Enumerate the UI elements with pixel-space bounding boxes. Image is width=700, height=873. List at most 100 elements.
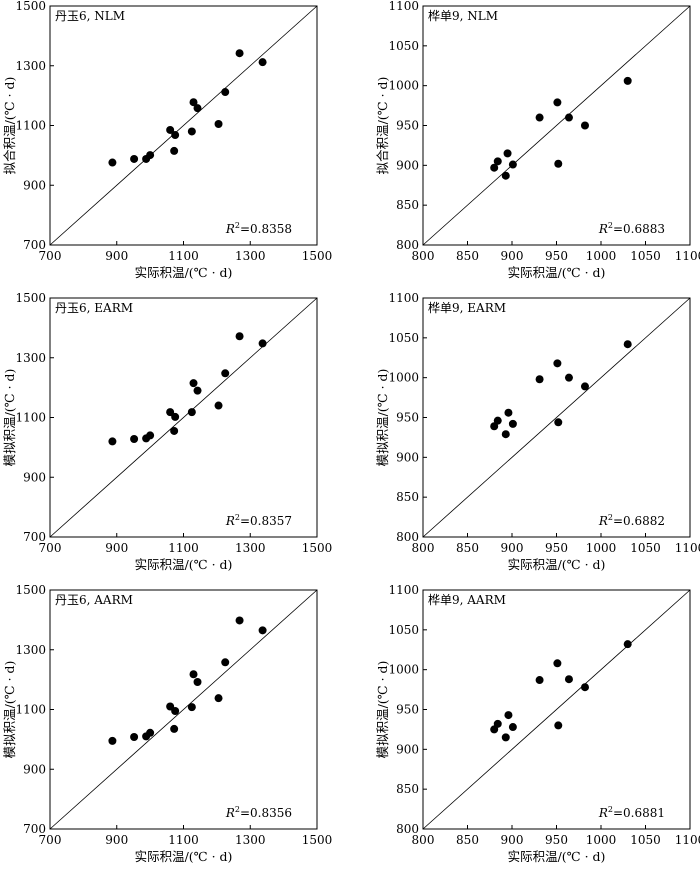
panel-label: 丹玉6, NLM	[55, 9, 125, 23]
data-point	[501, 430, 510, 439]
y-axis-title: 模拟积温/(℃ · d)	[375, 661, 390, 759]
y-tick-label: 1100	[388, 583, 419, 597]
x-tick-label: 1000	[586, 833, 617, 847]
data-point	[504, 408, 513, 417]
x-tick-label: 700	[39, 249, 62, 263]
r-squared-value: =0.8358	[240, 222, 292, 236]
r-squared-value: =0.6883	[613, 222, 665, 236]
panel-label: 桦单9, AARM	[428, 592, 506, 607]
data-point	[187, 408, 196, 417]
y-tick-label: 950	[396, 411, 419, 425]
y-tick-label: 1100	[15, 411, 46, 425]
x-tick-label: 1300	[235, 541, 266, 555]
y-tick-label: 800	[396, 822, 419, 836]
y-axis-title: 拟合积温/(℃ · d)	[2, 77, 17, 175]
data-point	[130, 435, 139, 444]
y-tick-label: 900	[23, 470, 46, 484]
x-tick-label: 800	[412, 833, 435, 847]
y-tick-label: 900	[23, 762, 46, 776]
data-point	[554, 721, 563, 730]
y-tick-label: 1100	[388, 291, 419, 305]
y-tick-label: 1100	[388, 0, 419, 13]
r-squared-annotation: R2=0.6881	[598, 805, 665, 820]
x-tick-label: 700	[39, 833, 62, 847]
r-squared-symbol: R	[598, 806, 608, 820]
scatter-panel: 800 850 900 950 1000 1050 1100 800 850 900 950 1000…	[375, 291, 700, 572]
scatter-panel: 700 900 1100 1300 1500 700 900 1100 1300 1500 实际积温…	[2, 583, 332, 864]
x-axis-title: 实际积温/(℃ · d)	[508, 849, 606, 864]
y-tick-label: 1500	[15, 291, 46, 305]
data-point	[258, 58, 267, 67]
data-point	[187, 127, 196, 136]
data-point	[146, 151, 155, 160]
x-tick-label: 1100	[168, 833, 199, 847]
data-point	[553, 98, 562, 107]
data-point	[189, 379, 198, 388]
x-tick-label: 800	[412, 249, 435, 263]
data-point	[193, 386, 202, 395]
scatter-panel: 800 850 900 950 1000 1050 1100 800 850 900 950 1000…	[375, 583, 700, 864]
y-tick-label: 700	[23, 822, 46, 836]
r-squared-superscript: 2	[235, 221, 240, 230]
x-tick-label: 1050	[630, 833, 661, 847]
r-squared-annotation: R2=0.8357	[225, 513, 292, 528]
y-tick-label: 1000	[388, 663, 419, 677]
panel-label: 丹玉6, EARM	[55, 301, 133, 315]
data-point	[501, 733, 510, 742]
reference-line-1to1	[49, 5, 318, 246]
data-point	[508, 419, 517, 428]
x-tick-label: 900	[105, 833, 128, 847]
y-tick-label: 950	[396, 703, 419, 717]
data-point	[493, 416, 502, 425]
x-tick-label: 1500	[302, 833, 333, 847]
data-point	[221, 658, 230, 667]
x-tick-label: 950	[545, 249, 568, 263]
y-tick-label: 1100	[15, 703, 46, 717]
data-point	[235, 49, 244, 58]
data-point	[170, 426, 179, 435]
y-tick-label: 900	[23, 178, 46, 192]
reference-line-1to1	[49, 297, 318, 538]
reference-line-1to1	[422, 5, 691, 246]
data-point	[493, 157, 502, 166]
y-axis-title: 拟合积温/(℃ · d)	[375, 77, 390, 175]
y-tick-label: 1300	[15, 643, 46, 657]
data-point	[108, 736, 117, 745]
x-tick-label: 850	[456, 249, 479, 263]
x-axis-title: 实际积温/(℃ · d)	[508, 557, 606, 572]
x-tick-label: 850	[456, 541, 479, 555]
data-point	[504, 711, 513, 720]
x-axis-title: 实际积温/(℃ · d)	[135, 265, 233, 280]
x-tick-label: 1300	[235, 249, 266, 263]
r-squared-symbol: R	[225, 806, 235, 820]
scatter-panel: 800 850 900 950 1000 1050 1100 800 850 900 950 1000…	[375, 0, 700, 280]
x-tick-label: 1500	[302, 541, 333, 555]
data-point	[508, 723, 517, 732]
data-point	[564, 373, 573, 382]
data-point	[171, 412, 180, 421]
r-squared-superscript: 2	[235, 805, 240, 814]
data-point	[146, 728, 155, 737]
x-tick-label: 950	[545, 833, 568, 847]
x-tick-label: 1300	[235, 833, 266, 847]
y-tick-label: 1000	[388, 371, 419, 385]
y-tick-label: 850	[396, 198, 419, 212]
data-point	[146, 431, 155, 440]
data-point	[189, 98, 198, 107]
y-tick-label: 700	[23, 238, 46, 252]
data-point	[187, 703, 196, 712]
y-tick-label: 1300	[15, 351, 46, 365]
r-squared-symbol: R	[225, 514, 235, 528]
x-axis-title: 实际积温/(℃ · d)	[508, 265, 606, 280]
r-squared-superscript: 2	[608, 513, 613, 522]
x-tick-label: 900	[501, 541, 524, 555]
y-tick-label: 850	[396, 782, 419, 796]
data-point	[108, 437, 117, 446]
data-point	[258, 339, 267, 348]
panel-label: 丹玉6, AARM	[55, 593, 133, 607]
x-tick-label: 1100	[168, 541, 199, 555]
r-squared-value: =0.8357	[240, 514, 292, 528]
data-point	[554, 159, 563, 168]
y-tick-label: 1500	[15, 0, 46, 13]
reference-line-1to1	[422, 297, 691, 538]
